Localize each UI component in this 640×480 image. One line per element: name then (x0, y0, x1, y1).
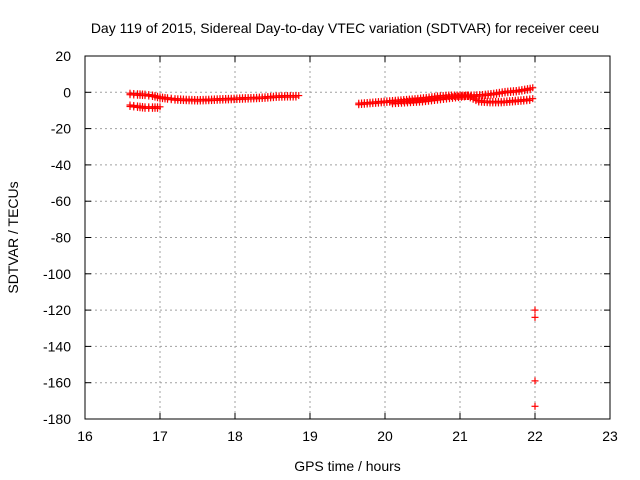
data-point (156, 103, 164, 111)
y-tick-label: -160 (43, 375, 71, 391)
y-tick-label: -140 (43, 338, 71, 354)
outlier-point (531, 306, 539, 314)
x-tick-label: 18 (227, 428, 243, 444)
y-tick-label: -40 (51, 157, 71, 173)
grid (85, 56, 610, 419)
y-tick-label: -100 (43, 266, 71, 282)
y-tick-label: -80 (51, 230, 71, 246)
y-axis-label: SDTVAR / TECUs (5, 181, 21, 293)
x-tick-label: 21 (452, 428, 468, 444)
x-tick-label: 16 (77, 428, 93, 444)
x-tick-label: 22 (527, 428, 543, 444)
x-tick-label: 19 (302, 428, 318, 444)
data-point (529, 84, 537, 92)
y-tick-label: 20 (55, 48, 71, 64)
y-tick-label: -20 (51, 121, 71, 137)
y-tick-label: -180 (43, 411, 71, 427)
x-tick-label: 20 (377, 428, 393, 444)
outlier-point (531, 313, 539, 321)
axis-ticks: 16 17 18 19 20 21 22 23 20 0 -20 -40 -60 -80 -100 -120 -… (43, 48, 618, 444)
data-point (529, 95, 537, 103)
y-tick-label: -120 (43, 302, 71, 318)
x-tick-label: 17 (152, 428, 168, 444)
y-tick-label: -60 (51, 193, 71, 209)
x-axis-label: GPS time / hours (294, 458, 401, 474)
data-marks (126, 84, 539, 410)
outlier-point (531, 377, 539, 385)
chart-title: Day 119 of 2015, Sidereal Day-to-day VTE… (91, 20, 599, 36)
y-tick-label: 0 (63, 84, 71, 100)
data-point (295, 92, 303, 100)
x-tick-label: 23 (602, 428, 618, 444)
outlier-point (531, 402, 539, 410)
